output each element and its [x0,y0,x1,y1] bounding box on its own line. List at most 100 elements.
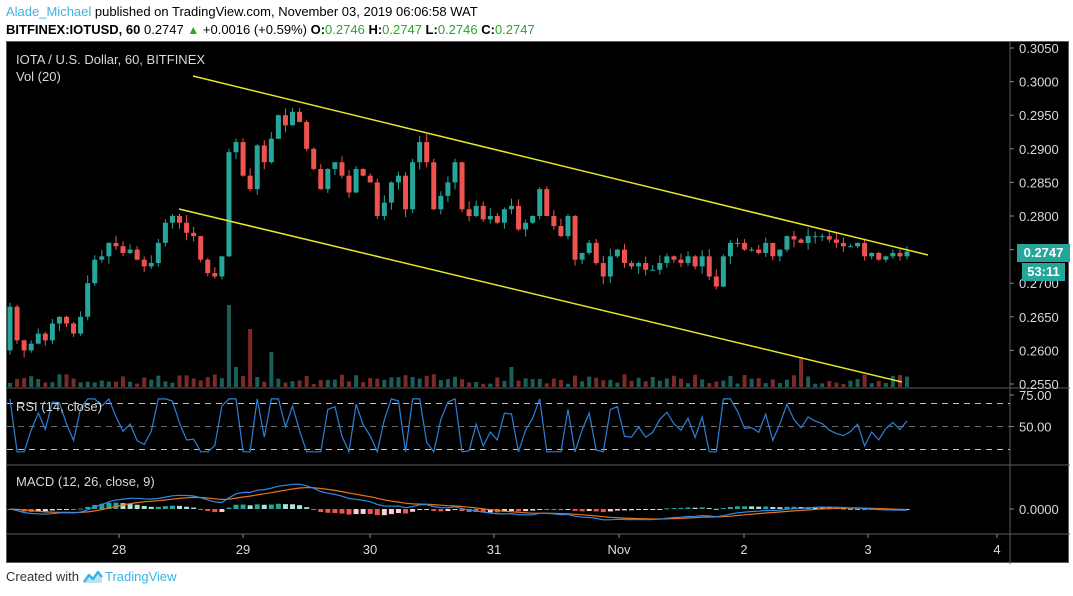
volume-bar [742,375,747,387]
candle-body [247,175,253,190]
volume-bar [382,379,387,387]
candle-body [614,249,620,257]
candle-body [530,216,536,223]
candle-body [212,273,218,277]
macd-histogram-bar [198,509,204,510]
macd-histogram-bar [650,509,656,510]
candle-body [325,168,331,190]
volume-bar [128,381,133,387]
volume-bar [113,381,118,387]
macd-histogram-bar [600,509,606,513]
up-arrow-icon: ▲ [187,23,200,37]
volume-bar [198,380,203,387]
macd-histogram-bar [551,509,557,510]
macd-histogram-bar [445,509,451,511]
macd-histogram-bar [332,509,338,513]
macd-histogram-bar [410,509,416,512]
candle-body [374,182,380,216]
close-value: 0.2747 [494,22,535,37]
volume-bar [170,382,175,387]
chart-frame[interactable]: 0.3050 0.3000 0.2950 0.2900 0.2850 0.2800 0.27… [6,41,1070,564]
macd-histogram-bar [85,506,91,509]
macd-histogram-bar [120,503,126,509]
candle-body [346,175,352,193]
candle-body [650,269,656,271]
volume-bar [177,375,182,387]
volume-bar [290,381,295,387]
candle-body [876,252,882,260]
volume-bar [629,380,634,387]
volume-bar [650,376,655,387]
candle-body [169,216,175,223]
time-tick-label: 4 [993,542,1000,557]
candle-body [240,142,246,176]
candle-body [261,145,267,163]
candle-body [494,216,500,223]
macd-histogram-bar [565,509,571,510]
publish-header: Alade_Michael published on TradingView.c… [6,3,535,39]
volume-bar [777,383,782,387]
volume-bar [191,378,196,387]
macd-histogram-bar [388,509,394,515]
volume-bar [587,376,592,387]
volume-bar [36,379,41,387]
volume-bar [735,383,740,387]
macd-histogram-bar [784,506,790,509]
macd-tick-label: 0.0000 [1019,502,1059,517]
macd-histogram-bar [727,506,733,509]
volume-bar [664,378,669,387]
tradingview-link[interactable]: TradingView [83,569,177,584]
macd-histogram-bar [184,506,190,509]
volume-bar [474,381,479,387]
candle-body [756,249,762,253]
author-link[interactable]: Alade_Michael [6,4,92,19]
candle-body [395,175,401,183]
candle-body [480,205,486,220]
chart-canvas[interactable]: 0.3050 0.3000 0.2950 0.2900 0.2850 0.2800 0.27… [7,42,1070,564]
candle-body [692,256,698,267]
volume-bar [488,383,493,387]
macd-histogram-bar [621,509,627,511]
macd-histogram-bar [219,509,225,512]
macd-histogram-bar [71,509,77,510]
candle-body [855,242,861,247]
macd-histogram-bar [233,504,239,509]
candle-body [551,216,557,227]
volume-bar [791,375,796,387]
candle-body [904,251,910,257]
macd-histogram-bar [586,509,592,512]
macd-histogram-bar [353,509,359,515]
volume-bar [403,375,408,387]
macd-histogram-bar [699,507,705,509]
candle-body [120,246,126,253]
macd-histogram-bar [275,503,281,509]
macd-histogram-bar [847,508,853,510]
macd-histogram-bar [212,509,218,513]
macd-histogram-bar [339,509,345,514]
macd-histogram-bar [254,504,260,509]
candle-body [558,226,564,237]
volume-bar [714,381,719,387]
volume-bar [841,383,846,387]
candle-body [629,263,635,267]
candle-body [445,182,451,196]
candle-body [784,236,790,250]
volume-bar [368,377,373,387]
volume-bar [29,376,34,387]
macd-histogram-bar [777,507,783,509]
macd-histogram-bar [508,509,514,511]
candle-body [148,263,154,267]
candle-body [685,256,691,264]
volume-bar [820,383,825,387]
candle-body [678,259,684,264]
volume-bar [799,357,804,387]
macd-histogram-bar [487,509,493,513]
low-value: 0.2746 [437,22,478,37]
candle-body [579,252,585,260]
volume-bar [601,380,606,387]
candle-body [466,209,472,216]
macd-histogram-bar [643,509,649,510]
price-tick-label: 0.2950 [1019,108,1059,123]
candle-body [763,242,769,253]
candle-body [847,246,853,248]
